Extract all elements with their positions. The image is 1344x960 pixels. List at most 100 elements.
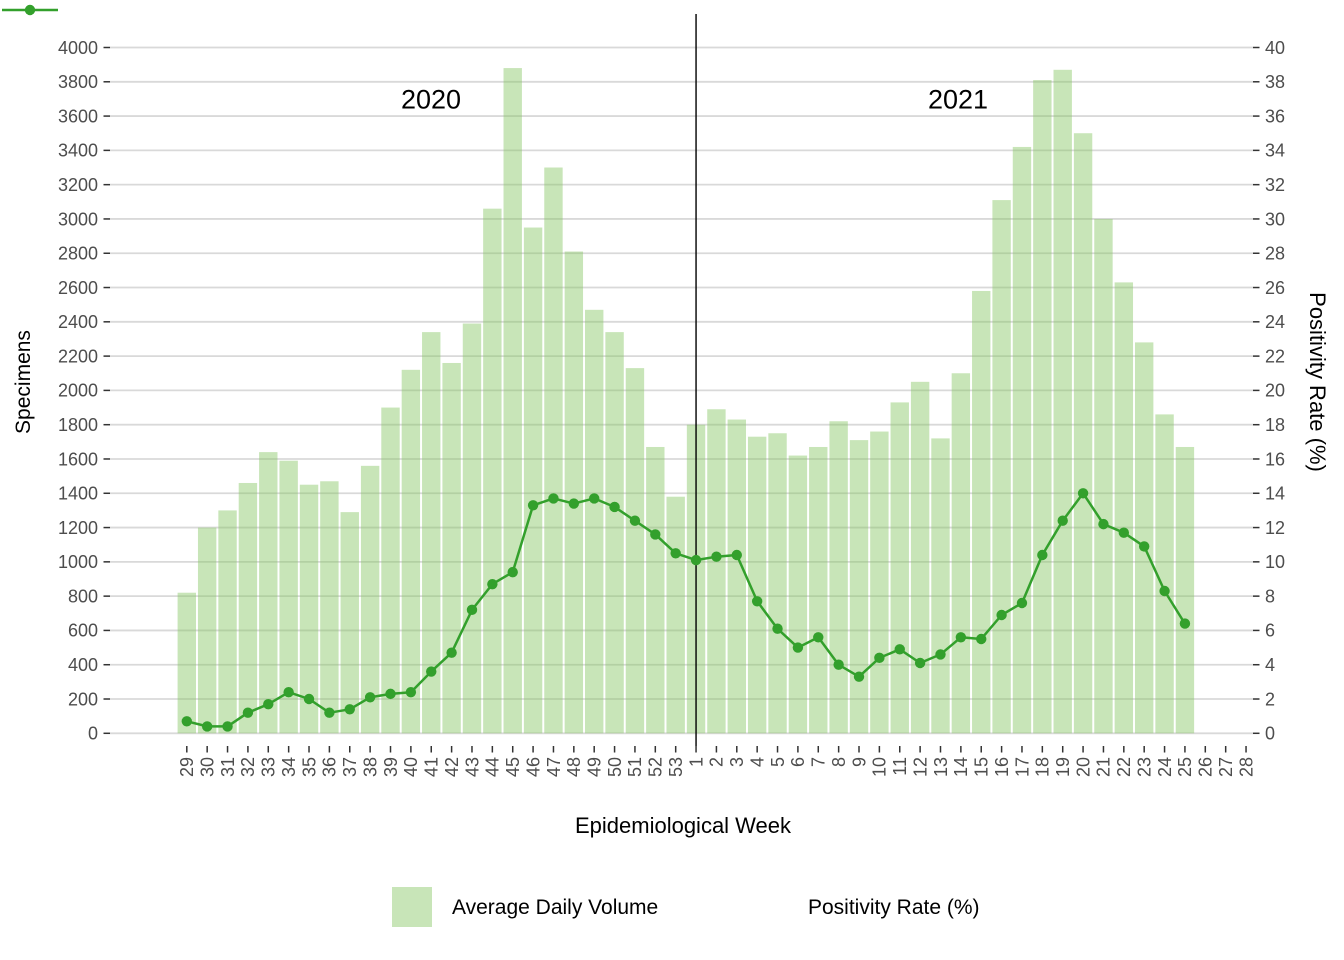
y-right-tick-label: 12 — [1265, 518, 1285, 538]
y-left-tick-label: 1800 — [58, 415, 98, 435]
y-axis-title-left: Specimens — [12, 330, 35, 434]
positivity-point-week-4 — [751, 596, 763, 607]
bar-week-52 — [646, 446, 665, 734]
positivity-point-week-44 — [487, 578, 498, 590]
x-tick-label-week-14: 14 — [951, 757, 971, 777]
y-left-tick-label: 1400 — [58, 484, 98, 504]
x-tick-label-week-44: 44 — [483, 757, 503, 777]
bar-week-20 — [1073, 133, 1093, 734]
bar-week-34 — [279, 460, 298, 734]
x-tick-label-week-27: 27 — [1216, 757, 1236, 777]
bar-week-43 — [462, 323, 482, 734]
bar-week-41 — [422, 332, 441, 734]
positivity-point-week-2 — [711, 551, 722, 562]
x-tick-label-week-8: 8 — [829, 757, 849, 767]
positivity-point-week-40 — [405, 686, 417, 698]
bar-week-45 — [503, 68, 522, 734]
y-right-tick-label: 16 — [1265, 449, 1285, 469]
bar-week-12 — [910, 381, 930, 734]
positivity-point-week-31 — [222, 721, 233, 732]
bar-week-35 — [299, 484, 319, 734]
y-left-tick-label: 3800 — [58, 72, 98, 92]
y-right-tick-label: 0 — [1265, 724, 1275, 744]
bar-week-53 — [666, 496, 685, 734]
x-tick-label-week-43: 43 — [462, 757, 482, 777]
positivity-point-week-42 — [446, 647, 457, 658]
x-tick-label-week-7: 7 — [809, 757, 829, 767]
bar-week-36 — [320, 481, 339, 734]
bar-week-16 — [992, 200, 1011, 734]
positivity-point-week-9 — [853, 671, 865, 682]
legend-label-average-daily-volume: Average Daily Volume — [452, 896, 659, 919]
bar-week-42 — [442, 362, 461, 734]
positivity-point-week-36 — [324, 707, 335, 718]
y-left-tick-label: 2600 — [58, 278, 98, 298]
x-tick-label-week-9: 9 — [849, 757, 869, 767]
y-right-tick-label: 32 — [1265, 175, 1285, 195]
bar-week-10 — [870, 431, 889, 734]
positivity-point-week-53 — [670, 548, 681, 559]
positivity-point-week-16 — [996, 609, 1007, 621]
positivity-point-week-24 — [1159, 585, 1170, 597]
bar-week-14 — [951, 373, 971, 734]
y-right-tick-label: 36 — [1265, 106, 1285, 126]
bar-week-38 — [360, 465, 380, 734]
y-left-tick-label: 2400 — [58, 312, 98, 332]
x-tick-label-week-23: 23 — [1134, 757, 1154, 777]
positivity-point-week-35 — [303, 693, 315, 705]
y-right-tick-label: 6 — [1265, 621, 1275, 641]
bar-week-30 — [197, 527, 217, 734]
positivity-point-week-47 — [548, 493, 559, 504]
positivity-point-week-46 — [527, 500, 539, 511]
y-right-tick-label: 28 — [1265, 244, 1285, 264]
x-tick-label-week-16: 16 — [992, 757, 1012, 777]
positivity-point-week-18 — [1037, 549, 1048, 561]
positivity-point-week-45 — [507, 566, 518, 578]
positivity-point-week-30 — [201, 721, 213, 732]
bar-week-11 — [890, 402, 909, 734]
positivity-point-week-33 — [263, 698, 274, 710]
year-annotation-2021: 2021 — [927, 84, 989, 115]
x-tick-label-week-51: 51 — [625, 757, 645, 777]
x-tick-label-week-11: 11 — [890, 757, 910, 776]
y-left-tick-label: 3400 — [58, 141, 98, 161]
positivity-point-week-43 — [466, 604, 478, 616]
x-tick-label-week-42: 42 — [442, 757, 462, 777]
bar-week-18 — [1033, 80, 1052, 734]
bar-week-22 — [1114, 282, 1134, 734]
bar-week-40 — [401, 369, 421, 734]
legend-label-positivity-rate: Positivity Rate (%) — [808, 896, 980, 919]
bar-week-32 — [238, 482, 258, 734]
x-tick-label-week-26: 26 — [1196, 757, 1216, 777]
positivity-point-week-1 — [690, 554, 702, 566]
x-tick-label-week-2: 2 — [707, 757, 727, 767]
x-tick-label-week-41: 41 — [422, 757, 442, 777]
bar-week-44 — [483, 208, 502, 734]
x-tick-label-week-17: 17 — [1012, 757, 1032, 777]
x-tick-label-week-13: 13 — [931, 757, 951, 777]
positivity-point-week-13 — [935, 649, 946, 660]
bar-week-24 — [1155, 414, 1174, 734]
x-tick-label-week-24: 24 — [1155, 757, 1175, 777]
positivity-point-week-41 — [426, 666, 437, 677]
x-tick-label-week-28: 28 — [1236, 757, 1256, 777]
bar-week-4 — [747, 436, 767, 734]
bar-week-21 — [1094, 218, 1113, 734]
y-left-tick-label: 1200 — [58, 518, 98, 538]
y-left-tick-label: 3000 — [58, 209, 98, 229]
positivity-point-week-52 — [650, 529, 661, 540]
x-tick-label-week-35: 35 — [299, 757, 319, 777]
x-tick-label-week-53: 53 — [666, 757, 686, 777]
positivity-point-week-22 — [1118, 527, 1130, 538]
positivity-point-week-49 — [589, 493, 600, 504]
x-tick-label-week-6: 6 — [788, 757, 808, 767]
y-left-tick-label: 400 — [68, 655, 98, 675]
y-left-tick-label: 2200 — [58, 346, 98, 366]
x-tick-label-week-12: 12 — [910, 757, 930, 777]
x-tick-label-week-46: 46 — [523, 757, 543, 777]
y-left-tick-label: 800 — [68, 586, 98, 606]
bar-week-51 — [625, 368, 645, 734]
x-tick-label-week-22: 22 — [1114, 757, 1134, 777]
positivity-point-week-12 — [914, 657, 926, 669]
y-right-tick-label: 8 — [1265, 586, 1275, 606]
